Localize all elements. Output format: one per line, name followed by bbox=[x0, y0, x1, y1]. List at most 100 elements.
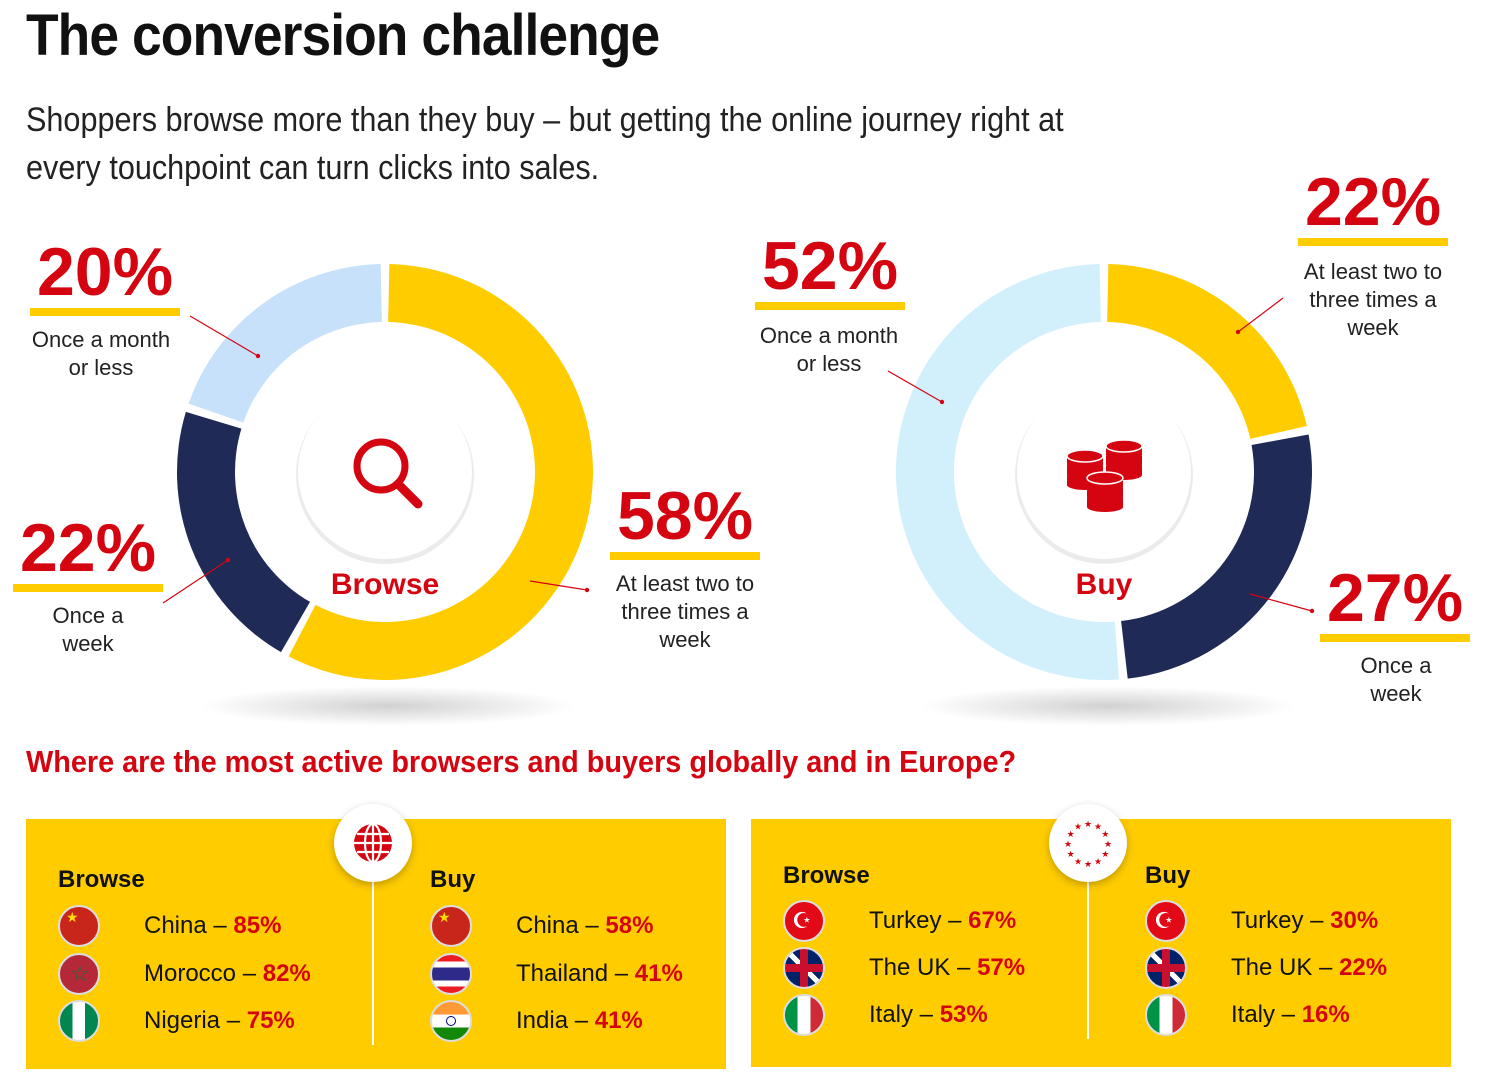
browse-label-multi: At least two to three times a week bbox=[615, 571, 755, 652]
country: China bbox=[144, 912, 207, 939]
donut-segment-browse-2 bbox=[188, 264, 382, 423]
donut-segment-buy-2 bbox=[896, 264, 1120, 680]
global-buy-heading: Buy bbox=[430, 866, 476, 893]
list-item: ★ China – 85% bbox=[58, 905, 281, 947]
svg-text:★: ★ bbox=[1084, 819, 1092, 829]
value: 41% bbox=[634, 960, 683, 987]
svg-text:★: ★ bbox=[1067, 849, 1075, 859]
subtitle: Shoppers browse more than they buy – but… bbox=[26, 101, 1064, 187]
morocco-flag-icon: ☆ bbox=[58, 953, 100, 995]
value: 57% bbox=[977, 954, 1026, 981]
divider bbox=[1087, 879, 1089, 1039]
list-item: The UK – 22% bbox=[1145, 947, 1387, 989]
eu-stars-icon: ★ ★ ★ ★ ★ ★ ★ ★ ★ ★ ★ ★ bbox=[1049, 804, 1127, 882]
leader-line bbox=[1249, 593, 1313, 612]
country: Turkey bbox=[869, 907, 942, 934]
uk-flag-icon bbox=[783, 947, 825, 989]
value: 30% bbox=[1330, 907, 1379, 934]
browse-label-monthly: Once a month or less bbox=[31, 327, 171, 380]
leader-line bbox=[529, 580, 588, 591]
svg-text:★: ★ bbox=[1101, 849, 1109, 859]
globe-icon bbox=[334, 804, 412, 882]
country: Nigeria bbox=[144, 1007, 221, 1034]
svg-text:★: ★ bbox=[1067, 829, 1075, 839]
browse-center-label: Browse bbox=[330, 568, 440, 601]
svg-text:★: ★ bbox=[1101, 829, 1109, 839]
coins-icon bbox=[1066, 439, 1143, 512]
country: Italy bbox=[1231, 1001, 1276, 1028]
donut-segment-buy-0 bbox=[1107, 264, 1307, 439]
svg-text:★: ★ bbox=[1074, 856, 1082, 866]
leader-dot bbox=[225, 557, 231, 563]
value: 53% bbox=[939, 1001, 988, 1028]
leader-dot bbox=[255, 353, 261, 359]
donut-segment-buy-1 bbox=[1121, 434, 1313, 679]
value: 85% bbox=[233, 912, 282, 939]
buy-pct-monthly: 52% bbox=[755, 230, 905, 310]
search-icon bbox=[353, 438, 423, 509]
svg-text:★: ★ bbox=[1104, 839, 1112, 849]
leader-line bbox=[162, 559, 229, 604]
svg-text:★: ★ bbox=[1064, 839, 1072, 849]
leader-line bbox=[887, 370, 943, 403]
list-item: Nigeria – 75% bbox=[58, 1000, 295, 1042]
browse-pct-weekly: 22% bbox=[13, 512, 163, 592]
leader-line bbox=[1237, 297, 1284, 333]
svg-text:★: ★ bbox=[1084, 859, 1092, 869]
donut-segment-browse-0 bbox=[288, 264, 594, 681]
section-question: Where are the most active browsers and b… bbox=[26, 744, 1017, 779]
list-item: ☆ Morocco – 82% bbox=[58, 953, 311, 995]
value: 16% bbox=[1301, 1001, 1350, 1028]
turkey-flag-icon: ☪ bbox=[1145, 900, 1187, 942]
svg-text:★: ★ bbox=[1074, 822, 1082, 832]
list-item: ☪ Turkey – 30% bbox=[1145, 900, 1378, 942]
list-item: ★ China – 58% bbox=[430, 905, 653, 947]
buy-label-multi: At least two to three times a week bbox=[1303, 259, 1443, 340]
europe-buy-heading: Buy bbox=[1145, 862, 1191, 889]
country: The UK bbox=[869, 954, 951, 981]
list-item: Thailand – 41% bbox=[430, 953, 683, 995]
country: China bbox=[516, 912, 579, 939]
country: Morocco bbox=[144, 960, 237, 987]
value: 41% bbox=[594, 1007, 643, 1034]
leader-dot bbox=[584, 587, 590, 593]
browse-label-weekly: Once a week bbox=[52, 603, 124, 656]
country: The UK bbox=[1231, 954, 1313, 981]
donut-segment-browse-1 bbox=[177, 411, 310, 653]
list-item: Italy – 16% bbox=[1145, 994, 1350, 1036]
list-item: The UK – 57% bbox=[783, 947, 1025, 989]
value: 22% bbox=[1339, 954, 1388, 981]
buy-pct-multi: 22% bbox=[1298, 166, 1448, 246]
leader-dot bbox=[1309, 608, 1315, 614]
list-item: Italy – 53% bbox=[783, 994, 988, 1036]
leader-dot bbox=[939, 399, 945, 405]
uk-flag-icon bbox=[1145, 947, 1187, 989]
leader-dot bbox=[1235, 329, 1241, 335]
list-item: ☪ Turkey – 67% bbox=[783, 900, 1016, 942]
country: Italy bbox=[869, 1001, 914, 1028]
icon-circle bbox=[298, 385, 472, 559]
india-flag-icon bbox=[430, 1000, 472, 1042]
turkey-flag-icon: ☪ bbox=[783, 900, 825, 942]
country: Thailand bbox=[516, 960, 609, 987]
china-flag-icon: ★ bbox=[58, 905, 100, 947]
browse-pct-monthly: 20% bbox=[30, 236, 180, 316]
buy-center-label: Buy bbox=[1075, 568, 1133, 601]
donut-charts bbox=[162, 264, 1315, 681]
china-flag-icon: ★ bbox=[430, 905, 472, 947]
country: Turkey bbox=[1231, 907, 1304, 934]
italy-flag-icon bbox=[1145, 994, 1187, 1036]
browse-pct-multi: 58% bbox=[610, 480, 760, 560]
thailand-flag-icon bbox=[430, 953, 472, 995]
svg-text:★: ★ bbox=[1094, 822, 1102, 832]
list-item: India – 41% bbox=[430, 1000, 643, 1042]
donut-shadow bbox=[918, 686, 1298, 726]
europe-browse-heading: Browse bbox=[783, 862, 870, 889]
divider bbox=[372, 879, 374, 1045]
leader-line bbox=[189, 315, 259, 357]
nigeria-flag-icon bbox=[58, 1000, 100, 1042]
svg-text:★: ★ bbox=[1094, 856, 1102, 866]
global-browse-heading: Browse bbox=[58, 866, 145, 893]
value: 58% bbox=[605, 912, 654, 939]
buy-label-weekly: Once a week bbox=[1360, 653, 1432, 706]
